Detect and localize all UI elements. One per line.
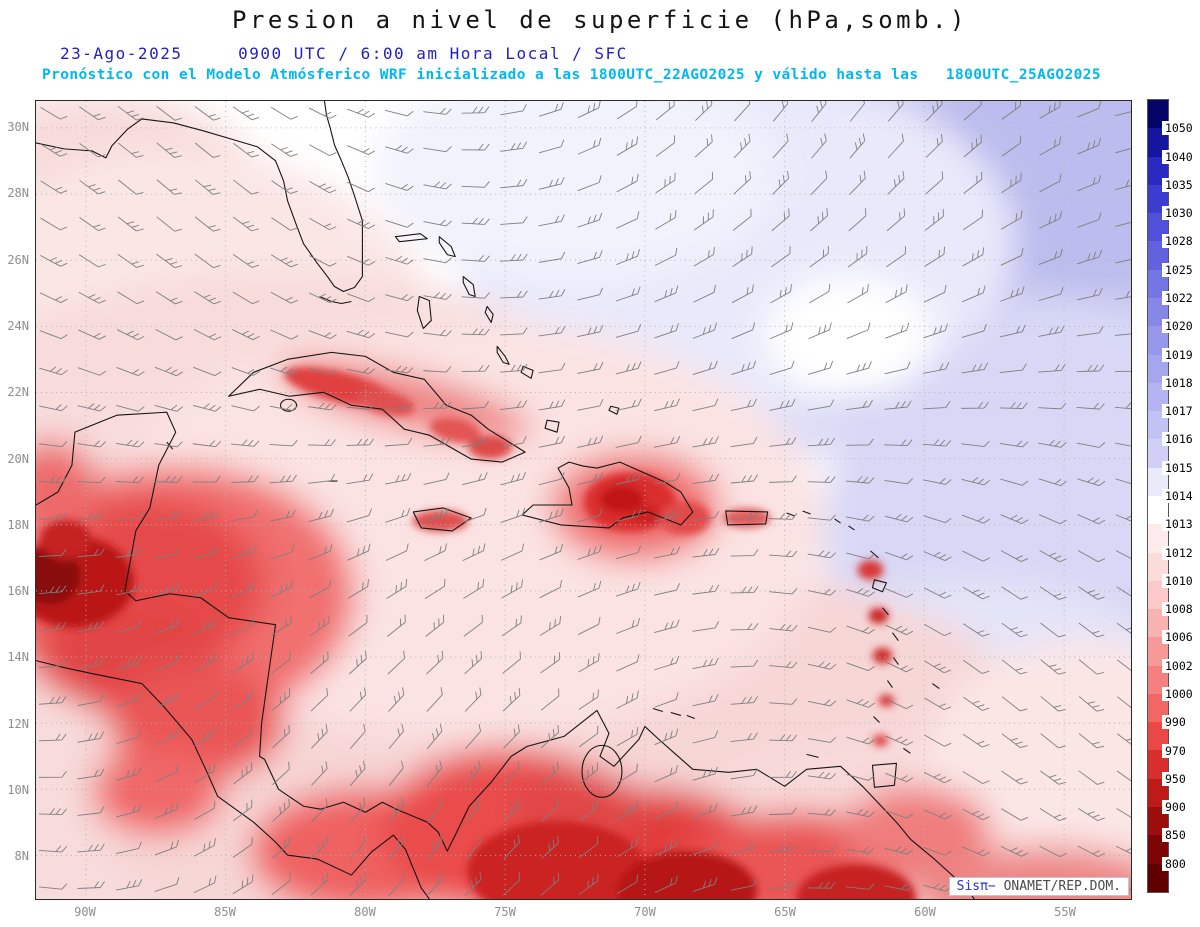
- lat-label: 14N: [7, 650, 29, 665]
- colorbar-segment: [1148, 241, 1168, 270]
- lon-label: 65W: [774, 905, 796, 919]
- credit-badge: Sisπ− ONAMET/REP.DOM.: [948, 877, 1129, 896]
- lat-label: 10N: [7, 783, 29, 797]
- colorbar-label: 1008: [1162, 602, 1196, 617]
- colorbar-segment: [1148, 156, 1168, 185]
- lat-label: 18N: [7, 517, 29, 532]
- colorbar-label: 1030: [1162, 206, 1196, 221]
- lat-label: 24N: [7, 318, 29, 333]
- colorbar-label: 1025: [1162, 262, 1196, 277]
- colorbar-segment: [1148, 184, 1168, 214]
- map-panel: Sisπ− ONAMET/REP.DOM.: [35, 100, 1132, 900]
- colorbar-label: 1016: [1162, 432, 1196, 447]
- colorbar-label: 1040: [1162, 149, 1196, 164]
- colorbar-segment: [1148, 411, 1168, 440]
- longitude-axis: 90W 85W 80W 75W 70W 65W 60W 55W: [35, 903, 1132, 923]
- colorbar-label: 1002: [1162, 658, 1196, 673]
- colorbar-label: 970: [1162, 743, 1189, 758]
- colorbar-label: 1020: [1162, 319, 1196, 334]
- colorbar-label: 1018: [1162, 375, 1196, 390]
- colorbar-label: 950: [1162, 771, 1189, 786]
- latitude-axis: 30N 28N 26N 24N 22N 20N 18N 16N 14N 12N 10N 8N: [0, 100, 32, 900]
- lon-label: 90W: [74, 905, 96, 919]
- colorbar-label: 900: [1162, 800, 1189, 815]
- lat-label: 12N: [7, 716, 29, 731]
- colorbar-segment: [1148, 495, 1168, 525]
- lat-label: 16N: [7, 584, 29, 599]
- grid-lines: [36, 101, 1131, 899]
- wind-barbs: [38, 101, 1131, 897]
- colorbar-segment: [1148, 297, 1168, 327]
- colorbar-segment: [1148, 100, 1168, 129]
- colorbar-label: 1014: [1162, 489, 1196, 503]
- colorbar-segment: [1148, 467, 1168, 496]
- colorbar-segment: [1148, 213, 1168, 242]
- pressure-map: [36, 101, 1131, 899]
- colorbar-segment: [1148, 382, 1168, 412]
- lon-label: 80W: [354, 905, 376, 919]
- colorbar-segment: [1148, 128, 1168, 157]
- colorbar-segment: [1148, 524, 1168, 553]
- colorbar-label: 1012: [1162, 545, 1196, 560]
- pressure-colorbar: [1147, 99, 1169, 893]
- colorbar-label: 1017: [1162, 404, 1196, 419]
- page-title: Presion a nivel de superficie (hPa,somb.…: [232, 6, 968, 34]
- lat-label: 26N: [7, 252, 29, 267]
- colorbar-label: 1035: [1162, 177, 1196, 192]
- lat-label: 20N: [7, 451, 29, 466]
- lon-label: 75W: [494, 905, 516, 919]
- colorbar-segment: [1148, 326, 1168, 355]
- colorbar-label: 990: [1162, 715, 1189, 730]
- lon-label: 55W: [1054, 905, 1076, 919]
- subtitle-model-info: Pronóstico con el Modelo Atmósferico WRF…: [42, 67, 1102, 83]
- colorbar-labels: 1050 1040 1035 1030 1028 1025 1022 1020 1019 1018…: [1162, 100, 1200, 892]
- colorbar-label: 1019: [1162, 347, 1196, 362]
- lon-label: 70W: [634, 905, 656, 919]
- lat-label: 22N: [7, 385, 29, 400]
- lat-label: 30N: [7, 120, 29, 134]
- pressure-shading-cores: [36, 367, 917, 899]
- colorbar-label: 1010: [1162, 573, 1196, 588]
- colorbar-label: 1028: [1162, 234, 1196, 249]
- coastlines: [36, 101, 975, 899]
- credit-org: ONAMET/REP.DOM.: [995, 879, 1121, 894]
- colorbar-segment: [1148, 552, 1168, 581]
- lat-label: 28N: [7, 186, 29, 201]
- colorbar-segment: [1148, 269, 1168, 298]
- colorbar-label: 800: [1162, 856, 1189, 871]
- colorbar-label: 850: [1162, 828, 1189, 843]
- colorbar-label: 1050: [1162, 121, 1196, 136]
- colorbar-segment: [1148, 354, 1168, 383]
- colorbar-label: 1022: [1162, 291, 1196, 305]
- colorbar-label: 1015: [1162, 460, 1196, 475]
- colorbar-label: 1000: [1162, 687, 1196, 701]
- lon-label: 85W: [214, 905, 236, 919]
- colorbar-label: 1006: [1162, 630, 1196, 645]
- colorbar-segment: [1148, 580, 1168, 610]
- credit-brand: Sisπ−: [956, 879, 996, 894]
- lat-label: 8N: [14, 849, 29, 864]
- subtitle-datetime: 23-Ago-2025 0900 UTC / 6:00 am Hora Loca…: [60, 44, 628, 63]
- colorbar-segment: [1148, 439, 1168, 468]
- lon-label: 60W: [914, 905, 936, 919]
- colorbar-label: 1013: [1162, 517, 1196, 532]
